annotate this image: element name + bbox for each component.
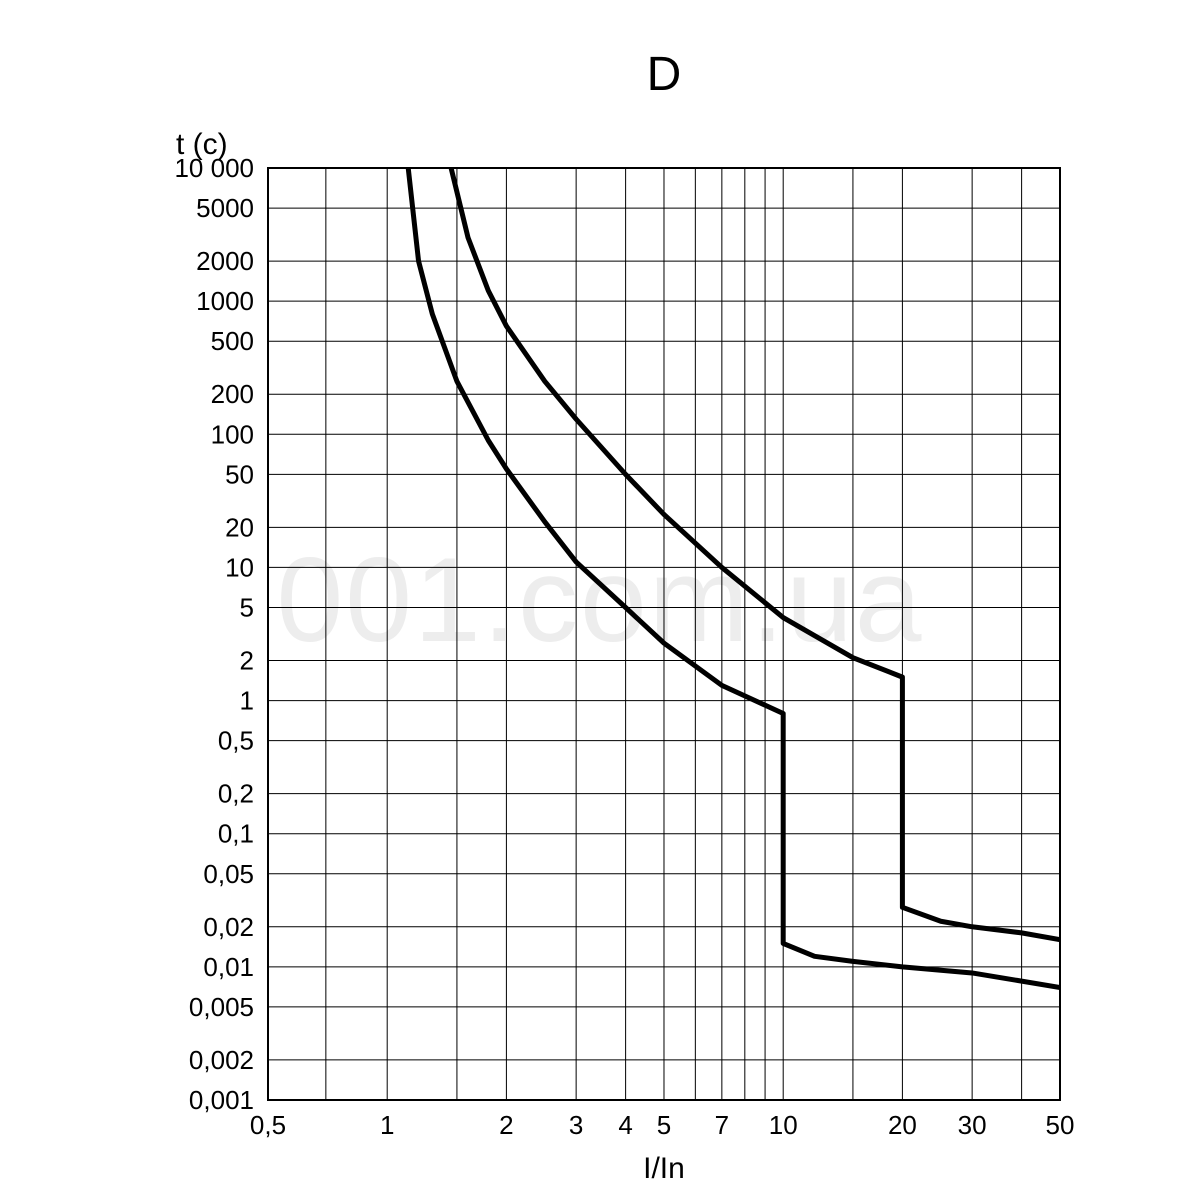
svg-text:3: 3 xyxy=(569,1110,583,1140)
svg-text:7: 7 xyxy=(715,1110,729,1140)
svg-text:D: D xyxy=(647,48,682,101)
svg-text:50: 50 xyxy=(1046,1110,1075,1140)
svg-text:1: 1 xyxy=(380,1110,394,1140)
chart-container: 001.com.ua Dt (c)I/In0,51234571020305010… xyxy=(0,0,1200,1200)
svg-text:10: 10 xyxy=(225,552,254,582)
svg-text:100: 100 xyxy=(211,419,254,449)
svg-text:I/In: I/In xyxy=(643,1152,685,1185)
svg-text:5000: 5000 xyxy=(196,193,254,223)
svg-text:0,5: 0,5 xyxy=(218,726,254,756)
svg-text:50: 50 xyxy=(225,459,254,489)
svg-text:2: 2 xyxy=(499,1110,513,1140)
svg-text:500: 500 xyxy=(211,326,254,356)
svg-text:1000: 1000 xyxy=(196,286,254,316)
svg-text:20: 20 xyxy=(225,512,254,542)
svg-text:2000: 2000 xyxy=(196,246,254,276)
svg-text:20: 20 xyxy=(888,1110,917,1140)
svg-text:0,05: 0,05 xyxy=(203,859,254,889)
svg-text:0,02: 0,02 xyxy=(203,912,254,942)
svg-text:0,001: 0,001 xyxy=(189,1085,254,1115)
svg-text:200: 200 xyxy=(211,379,254,409)
svg-text:0,01: 0,01 xyxy=(203,952,254,982)
svg-text:1: 1 xyxy=(240,686,254,716)
trip-curve-chart: Dt (c)I/In0,51234571020305010 0005000200… xyxy=(0,0,1200,1200)
svg-text:0,5: 0,5 xyxy=(250,1110,286,1140)
svg-text:10 000: 10 000 xyxy=(174,153,254,183)
svg-text:30: 30 xyxy=(958,1110,987,1140)
svg-text:0,002: 0,002 xyxy=(189,1045,254,1075)
svg-text:2: 2 xyxy=(240,645,254,675)
svg-text:10: 10 xyxy=(769,1110,798,1140)
svg-text:4: 4 xyxy=(618,1110,632,1140)
svg-text:5: 5 xyxy=(657,1110,671,1140)
svg-text:0,2: 0,2 xyxy=(218,779,254,809)
svg-text:5: 5 xyxy=(240,593,254,623)
svg-text:0,1: 0,1 xyxy=(218,819,254,849)
svg-text:0,005: 0,005 xyxy=(189,992,254,1022)
